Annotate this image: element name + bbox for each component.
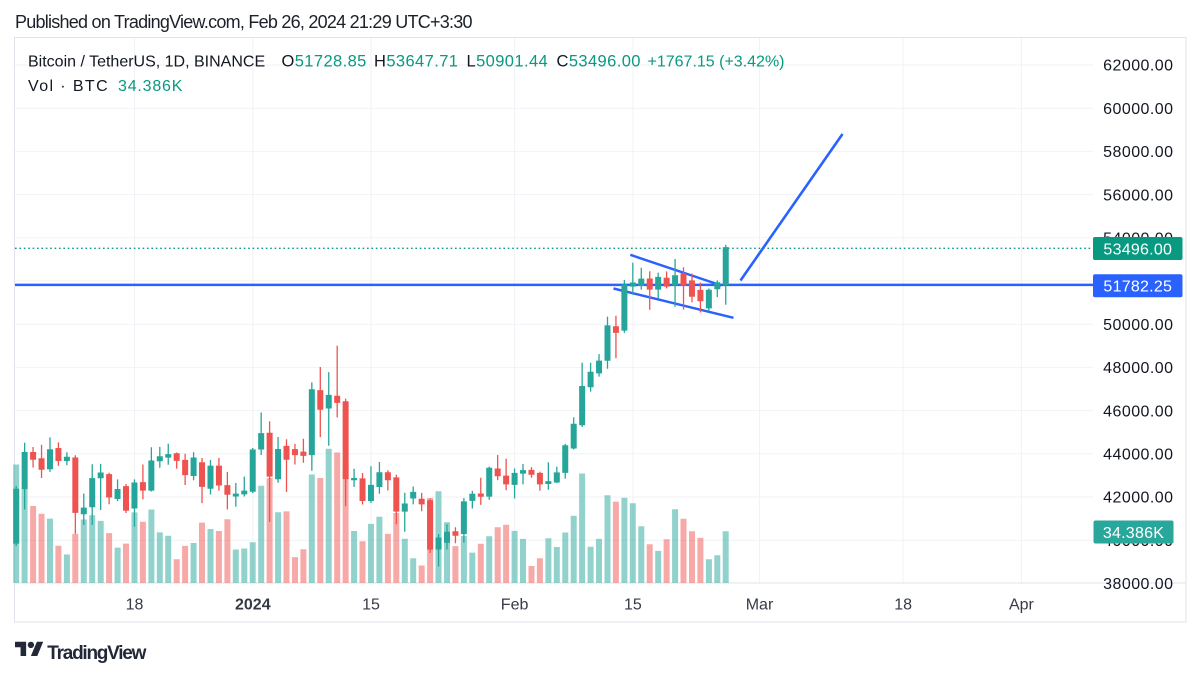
svg-text:42000.00: 42000.00 bbox=[1103, 490, 1173, 507]
svg-text:O51728.85: O51728.85 bbox=[282, 52, 367, 70]
svg-text:18: 18 bbox=[126, 597, 144, 614]
svg-text:Vol · BTC: Vol · BTC bbox=[28, 78, 109, 95]
svg-text:H53647.71: H53647.71 bbox=[374, 52, 458, 70]
svg-text:62000.00: 62000.00 bbox=[1103, 58, 1173, 75]
svg-text:51782.25: 51782.25 bbox=[1103, 279, 1172, 296]
svg-text:15: 15 bbox=[624, 597, 642, 614]
svg-text:C53496.00: C53496.00 bbox=[557, 52, 641, 70]
svg-text:2024: 2024 bbox=[235, 597, 271, 614]
svg-text:44000.00: 44000.00 bbox=[1103, 447, 1173, 464]
svg-text:58000.00: 58000.00 bbox=[1103, 144, 1173, 161]
svg-text:50000.00: 50000.00 bbox=[1103, 317, 1173, 334]
svg-text:48000.00: 48000.00 bbox=[1103, 360, 1173, 377]
svg-text:Published on TradingView.com,: Published on TradingView.com, Feb 26, 20… bbox=[15, 12, 472, 32]
svg-text:56000.00: 56000.00 bbox=[1103, 187, 1173, 204]
svg-text:18: 18 bbox=[894, 597, 912, 614]
svg-text:34.386K: 34.386K bbox=[1103, 525, 1164, 542]
svg-text:38000.00: 38000.00 bbox=[1103, 576, 1173, 593]
svg-text:60000.00: 60000.00 bbox=[1103, 101, 1173, 118]
svg-text:Feb: Feb bbox=[501, 597, 529, 614]
svg-text:Mar: Mar bbox=[746, 597, 774, 614]
svg-text:53496.00: 53496.00 bbox=[1103, 241, 1172, 258]
svg-text:15: 15 bbox=[362, 597, 380, 614]
svg-text:46000.00: 46000.00 bbox=[1103, 403, 1173, 420]
svg-text:Bitcoin / TetherUS, 1D, BINANC: Bitcoin / TetherUS, 1D, BINANCE bbox=[28, 53, 265, 70]
svg-text:L50901.44: L50901.44 bbox=[467, 52, 549, 70]
svg-text:+1767.15 (+3.42%): +1767.15 (+3.42%) bbox=[648, 53, 785, 70]
svg-text:TradingView: TradingView bbox=[47, 643, 146, 664]
svg-text:Apr: Apr bbox=[1009, 597, 1035, 614]
svg-text:34.386K: 34.386K bbox=[118, 78, 183, 95]
